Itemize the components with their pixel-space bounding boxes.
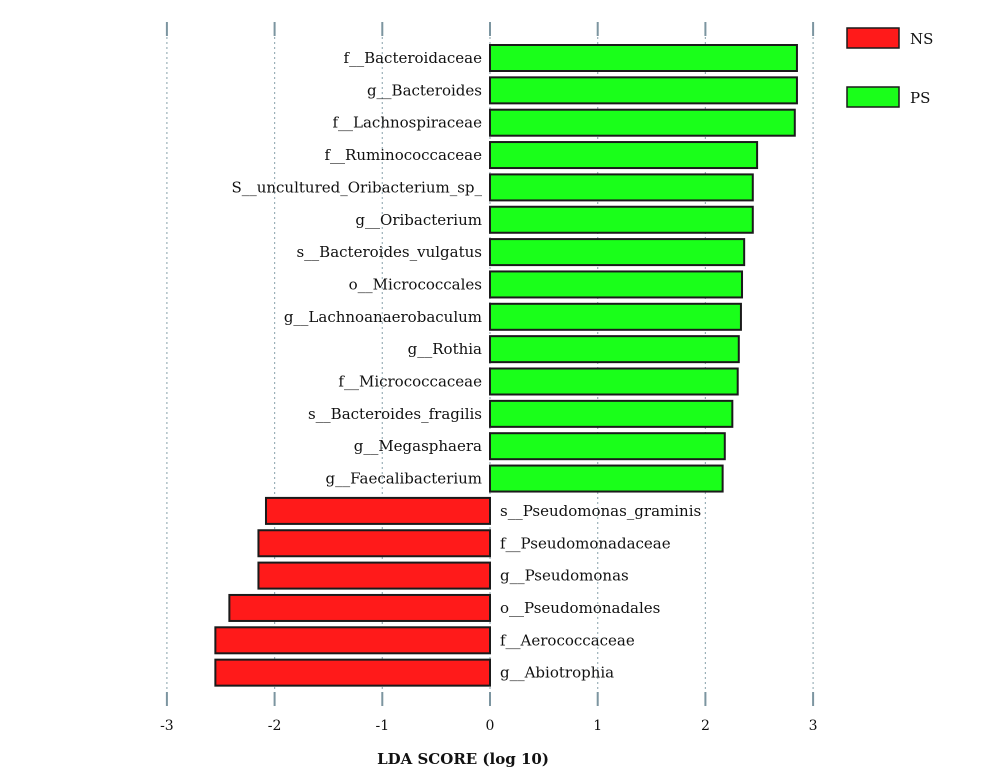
x-tick-label: 0 [486, 718, 495, 734]
x-tick-label: -3 [160, 718, 174, 734]
bar-ps [489, 238, 746, 267]
bar-label: g__Bacteroides [367, 81, 482, 99]
bar-ps [489, 367, 739, 396]
bar-ps [489, 205, 754, 234]
legend-swatch-ps [846, 86, 900, 108]
bar-ps [489, 464, 724, 493]
bar-label: g__Lachnoanaerobaculum [284, 308, 482, 326]
x-axis-title: LDA SCORE (log 10) [377, 750, 549, 768]
x-tick-label: -2 [268, 718, 282, 734]
bar-ps [489, 335, 740, 364]
bar-label: s__Bacteroides_vulgatus [296, 243, 482, 261]
bar-label: f__Aerococcaceae [500, 631, 635, 649]
bar-ns [257, 529, 491, 558]
bar-label: f__Pseudomonadaceae [500, 534, 671, 552]
x-tick-label: 1 [593, 718, 602, 734]
bar-label: f__Lachnospiraceae [332, 114, 482, 132]
bar-label: g__Abiotrophia [500, 664, 614, 682]
bar-ps [489, 173, 754, 202]
bar-ns [228, 593, 491, 622]
bar-ps [489, 76, 798, 105]
bar-ps [489, 399, 734, 428]
bar-label: s__Bacteroides_fragilis [308, 405, 482, 423]
x-tick-label: 2 [701, 718, 710, 734]
bar-label: g__Rothia [408, 340, 482, 358]
bar-label: f__Ruminococcaceae [325, 146, 483, 164]
bar-label: o__Micrococcales [349, 275, 482, 293]
x-tick-label: 3 [809, 718, 818, 734]
bar-label: g__Pseudomonas [500, 567, 629, 585]
legend-label-ns: NS [910, 30, 933, 48]
bar-ps [489, 270, 744, 299]
legend-swatch-ns [846, 27, 900, 49]
bar-label: S__uncultured_Oribacterium_sp_ [231, 178, 482, 196]
bar-ps [489, 432, 726, 461]
bar-label: g__Megasphaera [354, 437, 482, 455]
bar-label: s__Pseudomonas_graminis [500, 502, 701, 520]
bar-labels: f__Bacteroidaceae g__Bacteroides f__Lachno… [231, 49, 701, 682]
bar-ps [489, 141, 759, 170]
grid-lines [165, 22, 815, 706]
bar-label: f__Micrococcaceae [338, 373, 482, 391]
bar-label: g__Faecalibacterium [326, 470, 482, 488]
legend: NS PS [846, 27, 933, 108]
bar-ns [257, 561, 491, 590]
x-tick-label: -1 [375, 718, 389, 734]
bars-group [214, 44, 798, 687]
bar-ps [489, 108, 796, 137]
legend-label-ps: PS [910, 89, 930, 107]
bar-label: f__Bacteroidaceae [344, 49, 483, 67]
bar-ns [264, 496, 492, 525]
bar-ps [489, 302, 742, 331]
x-axis-ticks: -3 -2 -1 0 1 2 3 [160, 718, 817, 734]
bar-label: g__Oribacterium [355, 211, 482, 229]
bar-label: o__Pseudomonadales [500, 599, 660, 617]
bar-ns [214, 658, 492, 687]
bar-ns [214, 626, 492, 655]
bar-ps [489, 44, 798, 72]
